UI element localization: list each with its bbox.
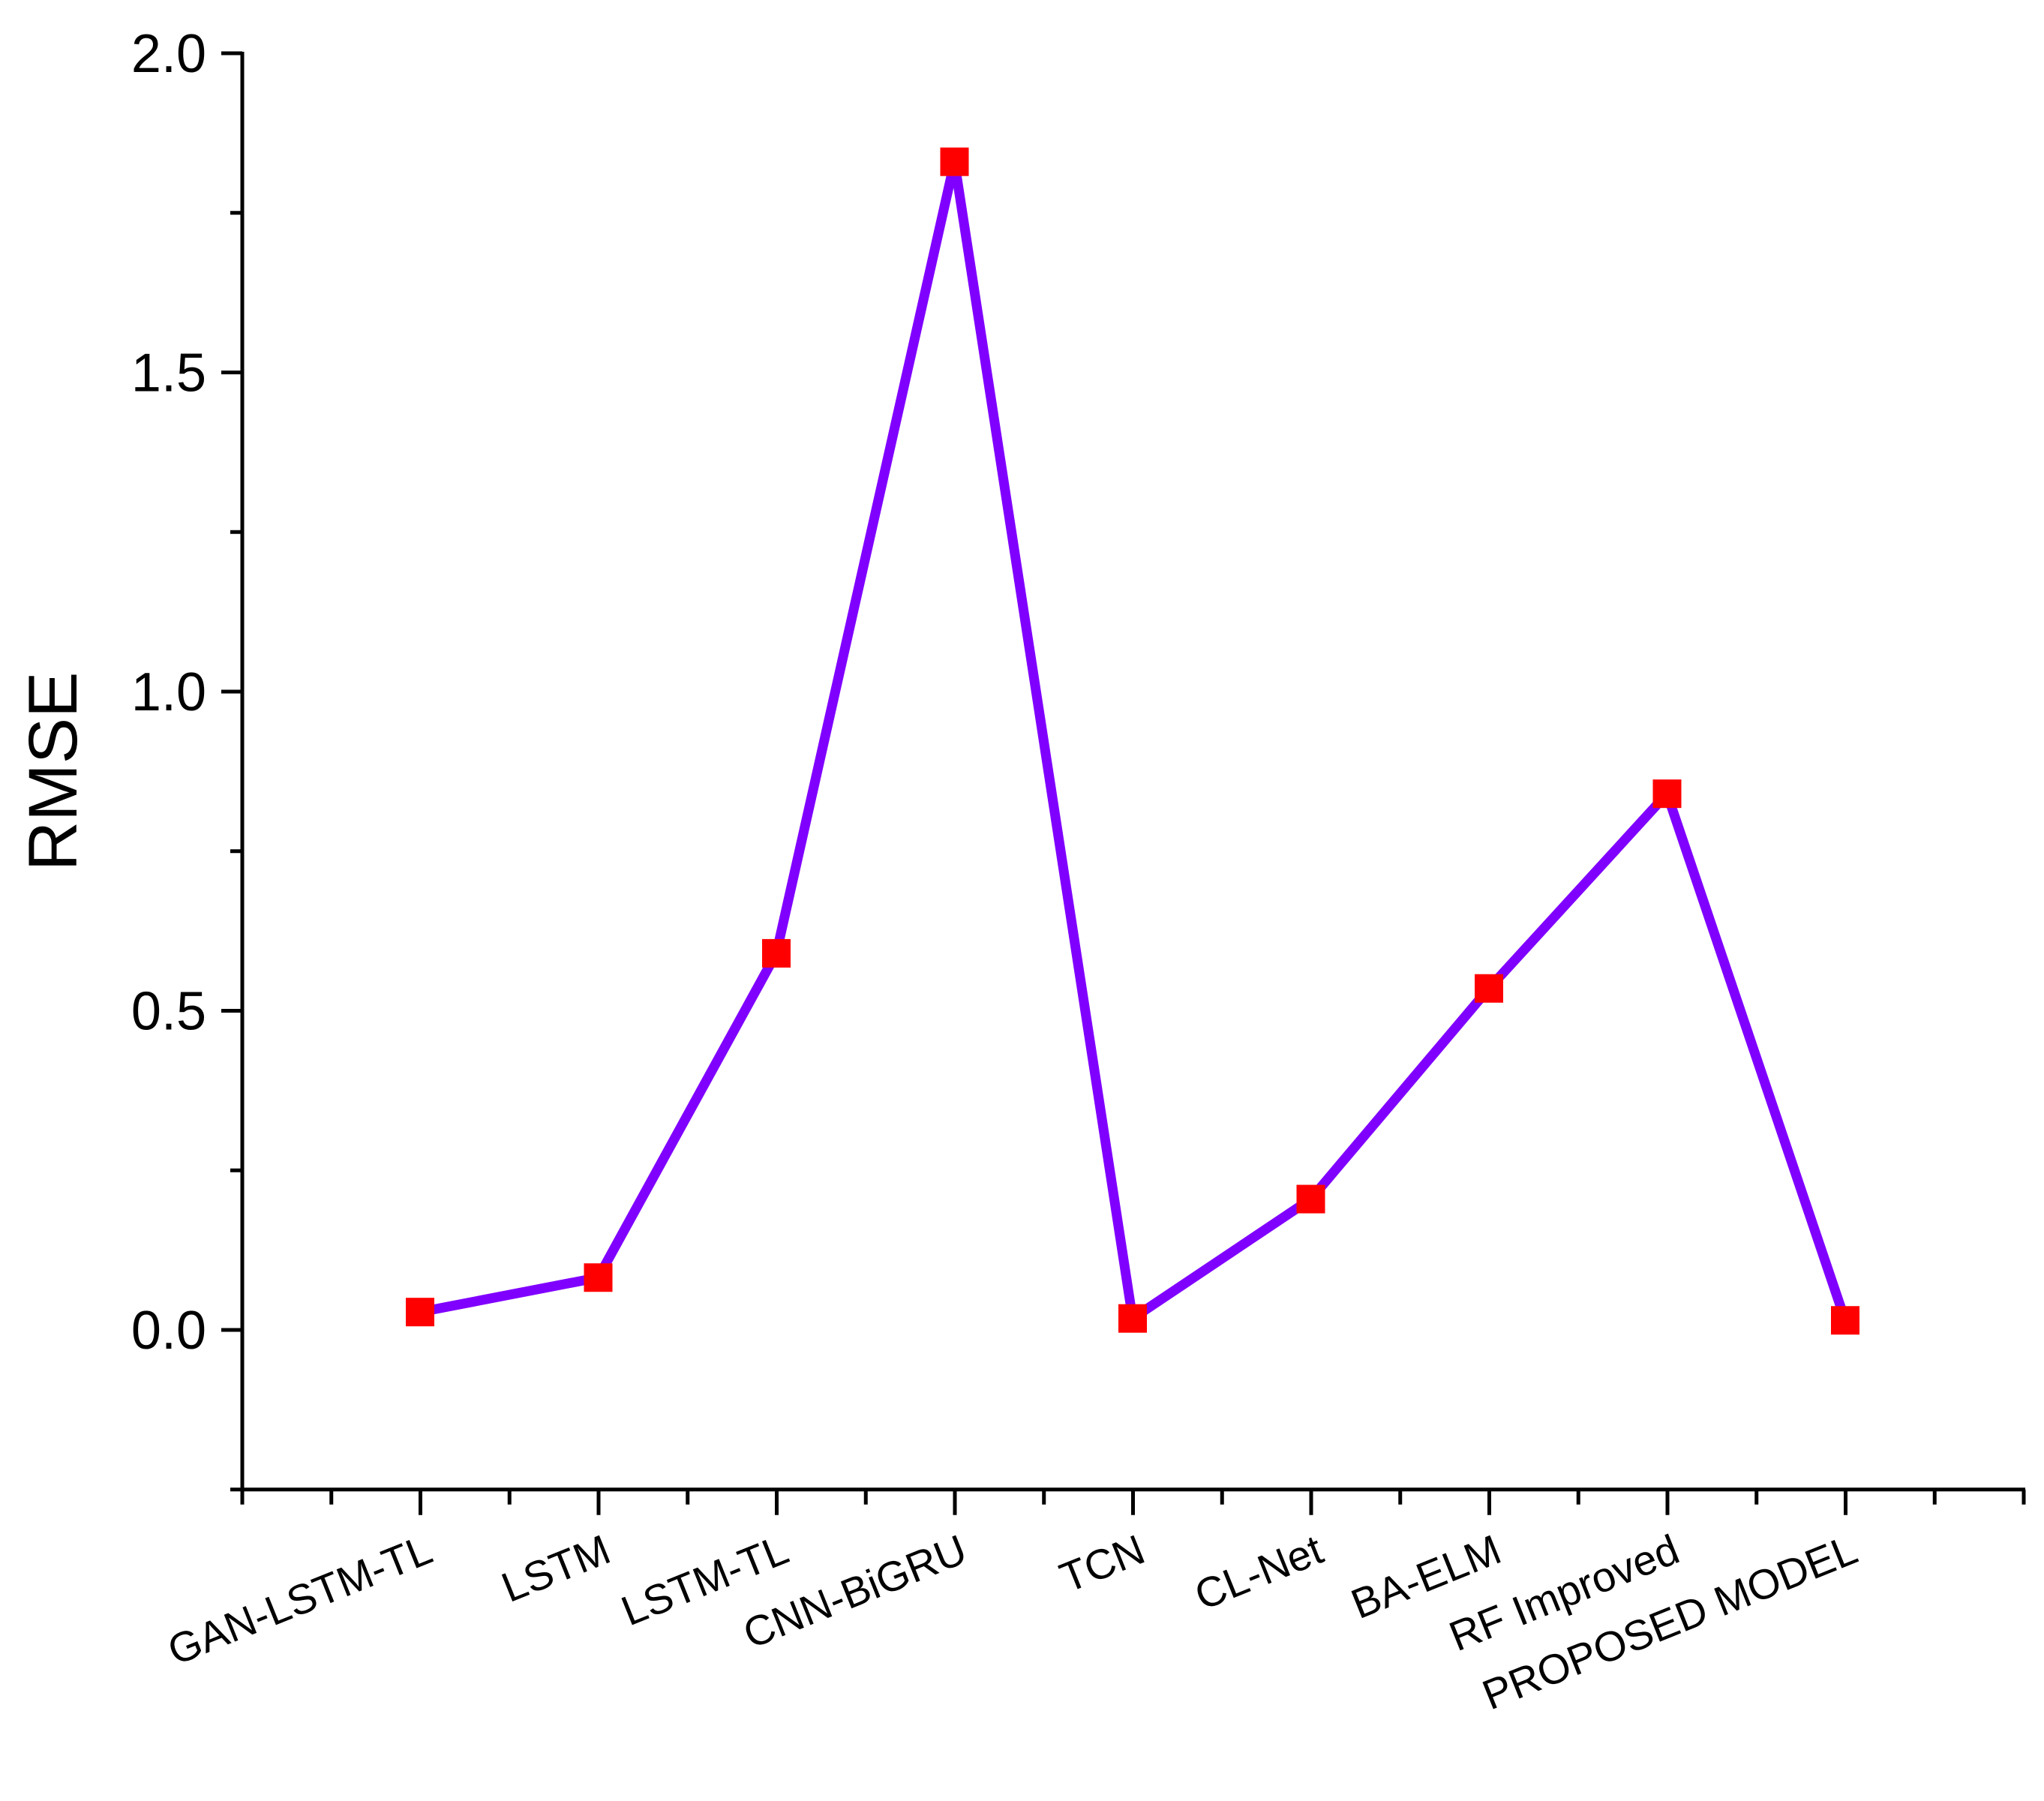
y-axis-title: RMSE xyxy=(15,671,92,871)
series-rmse xyxy=(415,157,1850,1325)
y-tick-label: 0.5 xyxy=(131,982,206,1042)
series-line xyxy=(415,157,1850,1325)
data-point-marker xyxy=(1118,1304,1147,1333)
data-point-marker xyxy=(584,1263,613,1292)
x-tick-label: LSTM xyxy=(495,1525,617,1610)
data-point-marker xyxy=(1475,974,1503,1003)
data-point-marker xyxy=(406,1298,434,1327)
y-axis-ticks: 0.0 0.5 1.0 1.5 2.0 xyxy=(131,24,242,1492)
y-tick-label: 2.0 xyxy=(131,24,206,84)
y-tick-label: 1.0 xyxy=(131,662,206,722)
data-point-marker xyxy=(1831,1306,1859,1335)
series-markers xyxy=(406,147,1859,1335)
x-tick-label: GAN-LSTM-TL xyxy=(161,1525,439,1673)
x-tick-label: TCN xyxy=(1053,1525,1151,1601)
data-point-marker xyxy=(940,147,969,176)
data-point-marker xyxy=(762,938,791,968)
data-point-marker xyxy=(1652,779,1682,809)
axes xyxy=(240,52,2025,1492)
data-point-marker xyxy=(1296,1184,1325,1214)
x-tick-label: CL-Net xyxy=(1188,1525,1329,1619)
y-tick-label: 1.5 xyxy=(131,344,206,404)
y-tick-label: 0.0 xyxy=(131,1301,206,1361)
